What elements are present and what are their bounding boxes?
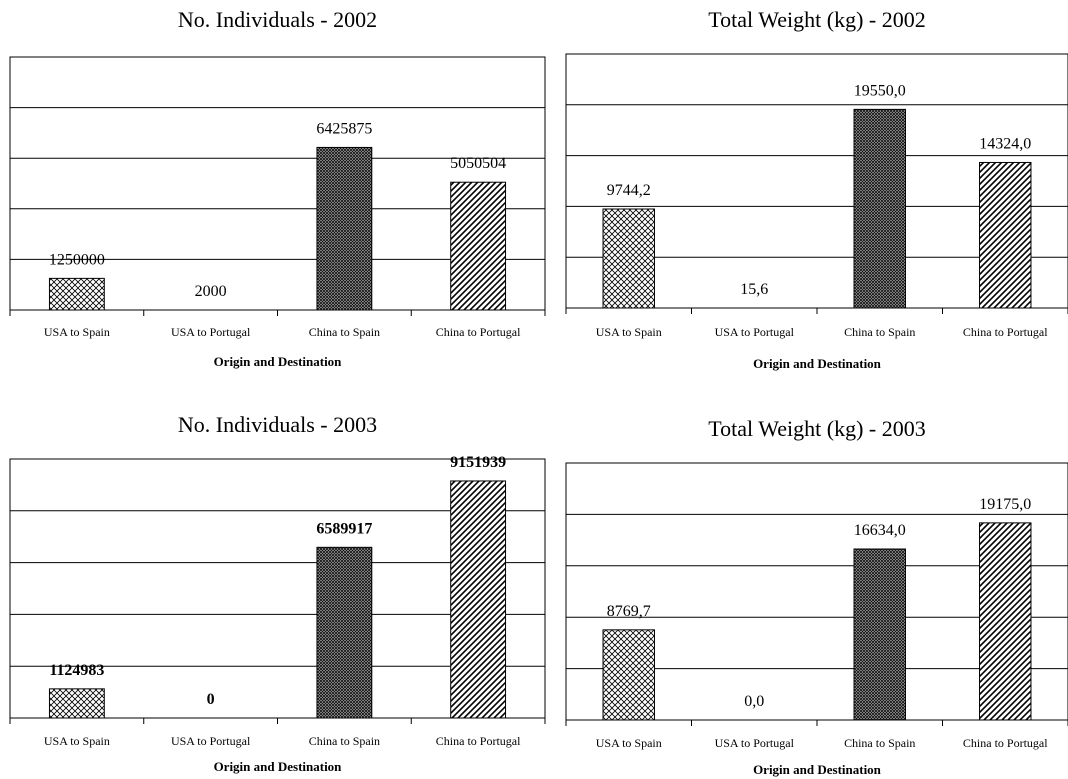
bar-china-to-portugal <box>979 522 1032 721</box>
data-label-usa-to-portugal: 0,0 <box>744 693 764 710</box>
data-label-china-to-portugal: 9151939 <box>450 454 506 471</box>
bar-china-to-spain <box>853 548 906 721</box>
data-label-usa-to-portugal: 0 <box>207 691 215 708</box>
data-label-china-to-spain: 16634,0 <box>854 522 906 539</box>
bar-china-to-spain <box>316 146 373 311</box>
chart-title: Total Weight (kg) - 2002 <box>708 7 925 32</box>
x-tick-label: China to Spain <box>309 734 380 748</box>
x-tick-label: USA to Spain <box>44 325 110 339</box>
x-tick-label: China to Portugal <box>436 734 521 748</box>
data-label-usa-to-portugal: 15,6 <box>740 281 768 298</box>
data-label-usa-to-spain: 1250000 <box>49 251 105 268</box>
bar-usa-to-spain <box>48 688 105 719</box>
bar-china-to-spain <box>853 108 906 309</box>
data-label-usa-to-portugal: 2000 <box>195 283 227 300</box>
x-tick-label: USA to Portugal <box>171 734 251 748</box>
chart-2: Total Weight (kg) - 2002 9744,2 USA to Spa… <box>565 7 1068 371</box>
x-tick-label: USA to Portugal <box>715 736 795 750</box>
data-label-china-to-spain: 19550,0 <box>854 82 906 99</box>
chart-title: No. Individuals - 2003 <box>178 412 377 437</box>
data-label-china-to-spain: 6425875 <box>316 120 372 137</box>
chart-title: Total Weight (kg) - 2003 <box>708 416 925 441</box>
x-tick-label: USA to Spain <box>596 736 662 750</box>
x-tick-label: USA to Spain <box>44 734 110 748</box>
chart-title: No. Individuals - 2002 <box>178 7 377 32</box>
data-label-usa-to-spain: 9744,2 <box>607 182 651 199</box>
x-axis-label: Origin and Destination <box>753 762 882 777</box>
bar-china-to-portugal <box>450 181 507 311</box>
data-label-china-to-portugal: 5050504 <box>450 155 506 172</box>
x-axis-label: Origin and Destination <box>214 354 343 369</box>
x-tick-label: China to Spain <box>309 325 380 339</box>
bar-usa-to-spain <box>602 208 655 309</box>
data-label-china-to-portugal: 14324,0 <box>979 135 1031 152</box>
x-axis-label: Origin and Destination <box>753 356 882 371</box>
charts-root: No. Individuals - 2002 1250000 USA to Spai… <box>9 7 1068 777</box>
x-tick-label: USA to Portugal <box>715 325 795 339</box>
chart-1: No. Individuals - 2002 1250000 USA to Spai… <box>9 7 546 369</box>
chart-4: Total Weight (kg) - 2003 8769,7 USA to Spa… <box>565 416 1068 777</box>
x-tick-label: China to Portugal <box>963 325 1048 339</box>
data-label-china-to-portugal: 19175,0 <box>979 496 1031 513</box>
bar-china-to-portugal <box>979 161 1032 309</box>
x-axis-label: Origin and Destination <box>214 759 343 774</box>
data-label-china-to-spain: 6589917 <box>316 520 372 537</box>
bar-usa-to-spain <box>602 629 655 721</box>
x-tick-label: China to Spain <box>844 325 915 339</box>
x-tick-label: China to Spain <box>844 736 915 750</box>
data-label-usa-to-spain: 8769,7 <box>607 603 651 620</box>
bar-china-to-portugal <box>450 480 507 719</box>
x-tick-label: China to Portugal <box>436 325 521 339</box>
chart-3: No. Individuals - 2003 1124983 USA to Spai… <box>9 412 546 774</box>
x-tick-label: USA to Spain <box>596 325 662 339</box>
x-tick-label: USA to Portugal <box>171 325 251 339</box>
x-tick-label: China to Portugal <box>963 736 1048 750</box>
bar-usa-to-spain <box>48 277 105 311</box>
bar-china-to-spain <box>316 546 373 719</box>
data-label-usa-to-spain: 1124983 <box>49 662 104 679</box>
